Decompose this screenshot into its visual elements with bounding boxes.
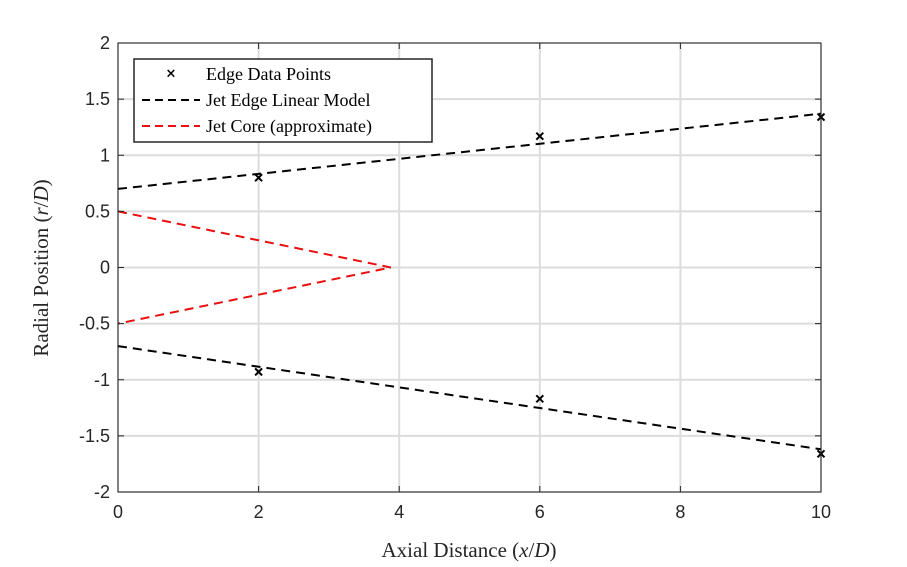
edge-data-point-stroke [254,367,263,377]
jet-core-line [117,210,392,325]
edge-data-point [535,394,545,404]
y-tick-label: -2 [94,482,110,502]
tick-labels: 0 2 4 6 8 10 2 1.5 1 0.5 0 -0.5 -1 -1.5 -2 [79,33,831,522]
legend-label-edge-data: Edge Data Points [206,64,331,84]
y-axis-title-unit: D [29,186,53,202]
jet-edge-line [117,112,822,190]
ticks [117,42,822,493]
x-axis-title-unit: D [533,538,549,562]
edge-data-point-stroke [535,131,545,141]
edge-data-point [254,367,263,377]
y-tick-label: -1 [94,370,110,390]
edge-data-point [535,131,545,141]
x-tick-label: 6 [535,502,545,522]
y-tick-label: 2 [100,33,110,53]
legend: × Edge Data Points Jet Edge Linear Model… [133,58,433,143]
x-tick-label: 8 [675,502,685,522]
x-tick-label: 10 [811,502,831,522]
y-tick-label: -0.5 [79,314,110,334]
x-tick-label: 0 [113,502,123,522]
x-tick-label: 4 [394,502,404,522]
x-axis-title-var: x [518,538,529,562]
y-tick-label: 0 [100,258,110,278]
edge-data-point-stroke [535,394,545,404]
y-tick-label: 1.5 [85,89,110,109]
jet-edge-line [117,345,822,451]
y-axis-title-var: r [29,207,53,216]
series-layer [117,112,826,459]
x-tick-label: 2 [254,502,264,522]
x-axis-title: Axial Distance (x/D) [382,538,557,562]
y-tick-label: -1.5 [79,426,110,446]
legend-marker-x: × [166,67,177,82]
y-tick-label: 0.5 [85,201,110,221]
edge-data-point-stroke [254,173,263,182]
legend-label-linear-model: Jet Edge Linear Model [206,90,370,110]
legend-label-jet-core: Jet Core (approximate) [206,116,372,137]
edge-data-point [254,173,263,182]
y-tick-label: 1 [100,145,110,165]
y-axis-title: Radial Position (r/D) [29,179,53,356]
